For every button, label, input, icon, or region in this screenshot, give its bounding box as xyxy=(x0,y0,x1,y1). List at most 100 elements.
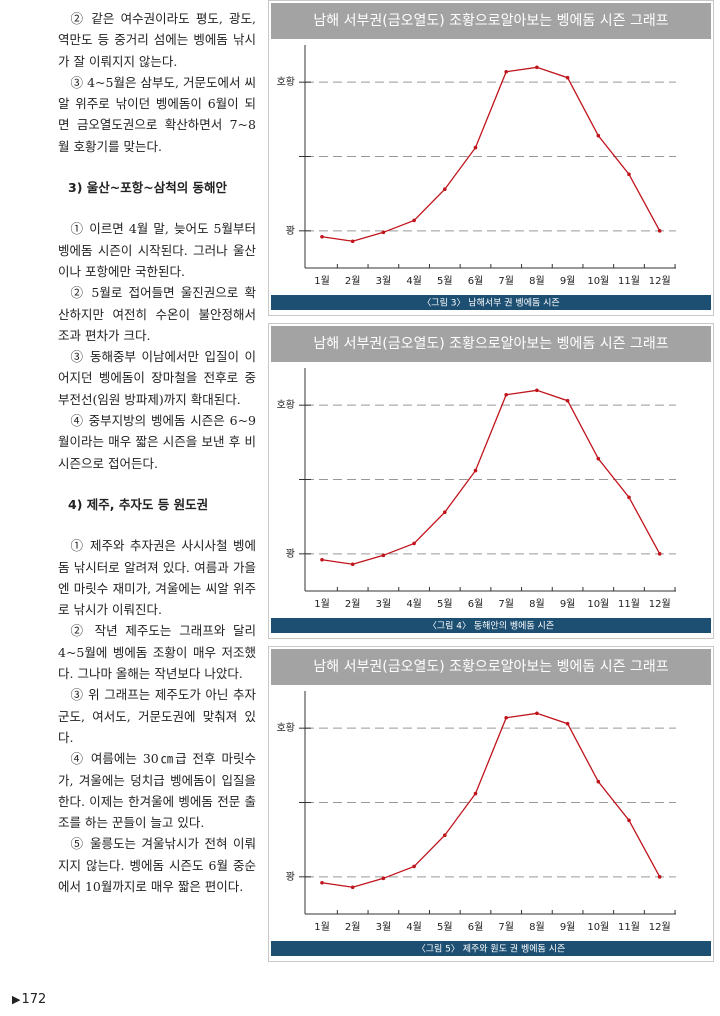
x-tick-label: 2월 xyxy=(345,275,361,287)
title-bar xyxy=(271,649,711,685)
title-bar xyxy=(271,326,711,362)
x-tick-label: 2월 xyxy=(345,598,361,610)
chart-title: 남해 서부권(금오열도) 조황으로알아보는 벵에돔 시즌 그래프 xyxy=(313,13,668,29)
caption-bar xyxy=(271,941,711,956)
data-point xyxy=(535,388,539,393)
x-tick-label: 4월 xyxy=(406,598,422,610)
paragraph: ① 제주와 추자권은 사시사철 벵에돔 낚시터로 알려져 있다. 여름과 가을엔… xyxy=(58,538,256,618)
x-tick-label: 7월 xyxy=(498,921,514,933)
figure-caption: 〈그림 5〉 제주와 원도 권 벵에돔 시즌 xyxy=(417,943,566,955)
data-point xyxy=(627,818,631,823)
data-point xyxy=(535,711,539,716)
x-tick-label: 10월 xyxy=(587,598,609,610)
paragraph: ② 같은 여수권이라도 평도, 광도, 역만도 등 중거리 섬에는 벵에돔 낚시… xyxy=(58,11,256,69)
data-point xyxy=(381,230,386,235)
panel-frame xyxy=(268,646,714,962)
section-heading: 4) 제주, 추자도 등 원도권 xyxy=(68,496,209,512)
x-tick-label: 10월 xyxy=(587,275,609,287)
data-line xyxy=(321,389,661,565)
y-tick-label: 꽝 xyxy=(286,871,295,883)
section-heading: 3) 울산~포항~삼척의 동해안 xyxy=(68,180,228,196)
data-point xyxy=(412,864,416,869)
y-tick-label: 꽝 xyxy=(286,548,295,560)
data-point xyxy=(412,541,416,546)
article: ② 같은 여수권이라도 평도, 광도, 역만도 등 중거리 섬에는 벵에돔 낚시… xyxy=(58,8,256,897)
data-point xyxy=(350,885,355,890)
paragraph: ① 이르면 4월 말, 늦어도 5월부터 벵에돔 시즌이 시작된다. 그러나 울… xyxy=(58,221,256,279)
data-point xyxy=(627,172,631,177)
x-tick-label: 4월 xyxy=(406,921,422,933)
x-tick-label: 6월 xyxy=(468,598,484,610)
paragraph: ③ 위 그래프는 제주도가 아닌 추자군도, 여서도, 거문도권에 맞춰져 있다… xyxy=(58,687,256,745)
x-tick-label: 11월 xyxy=(618,598,640,610)
x-tick-label: 12월 xyxy=(649,598,671,610)
panel-frame xyxy=(268,323,714,639)
data-point xyxy=(565,398,570,403)
panel-frame xyxy=(268,0,714,316)
paragraph: ④ 중부지방의 벵에돔 시즌은 6~9월이라는 매우 짧은 시즌을 보낸 후 비… xyxy=(58,413,256,471)
x-tick-label: 1월 xyxy=(314,598,330,610)
data-point xyxy=(381,876,386,881)
x-tick-label: 5월 xyxy=(437,921,453,933)
x-tick-label: 6월 xyxy=(468,275,484,287)
page-number: 172 xyxy=(12,992,46,1007)
caption-bar xyxy=(271,295,711,310)
data-point xyxy=(535,65,539,70)
paragraph: ② 작년 제주도는 그래프와 달리 4~5월에 벵에돔 조황이 매우 저조했다.… xyxy=(58,623,256,682)
data-point xyxy=(412,218,416,223)
data-line xyxy=(321,712,661,888)
x-tick-label: 3월 xyxy=(376,921,392,933)
chart-title: 남해 서부권(금오열도) 조황으로알아보는 벵에돔 시즌 그래프 xyxy=(313,659,668,675)
data-point xyxy=(657,875,662,879)
x-tick-label: 9월 xyxy=(560,275,576,287)
x-tick-label: 8월 xyxy=(529,275,545,287)
data-line xyxy=(321,66,661,242)
title-bar xyxy=(271,3,711,39)
x-tick-label: 7월 xyxy=(498,275,514,287)
data-point xyxy=(504,392,508,397)
paragraph: ② 5월로 접어들면 울진권으로 확산하지만 여전히 수온이 불안정해서 조과 … xyxy=(58,285,256,343)
data-point xyxy=(473,468,478,473)
data-point xyxy=(627,495,631,500)
paragraph: ⑤ 울릉도는 겨울낚시가 전혀 이뤄지지 않는다. 벵에돔 시즌도 6월 중순에… xyxy=(58,836,256,894)
x-tick-label: 8월 xyxy=(529,921,545,933)
data-point xyxy=(443,187,447,192)
x-tick-label: 7월 xyxy=(498,598,514,610)
data-point xyxy=(596,456,601,461)
figure-caption: 〈그림 4〉 동해안의 벵에돔 시즌 xyxy=(428,620,554,632)
y-tick-label: 호황 xyxy=(277,76,295,88)
data-point xyxy=(596,779,601,784)
data-point xyxy=(473,145,478,150)
x-tick-label: 12월 xyxy=(649,921,671,933)
x-tick-label: 3월 xyxy=(376,275,392,287)
x-tick-label: 2월 xyxy=(345,921,361,933)
data-point xyxy=(504,715,508,720)
y-tick-label: 꽝 xyxy=(286,225,295,237)
caption-bar xyxy=(271,618,711,633)
x-tick-label: 9월 xyxy=(560,598,576,610)
x-tick-label: 12월 xyxy=(649,275,671,287)
x-tick-label: 9월 xyxy=(560,921,576,933)
x-tick-label: 11월 xyxy=(618,275,640,287)
data-point xyxy=(381,553,386,558)
data-point xyxy=(443,833,447,838)
data-point xyxy=(565,75,570,80)
data-point xyxy=(657,229,662,233)
data-point xyxy=(565,721,570,726)
x-tick-label: 5월 xyxy=(437,598,453,610)
x-tick-label: 3월 xyxy=(376,598,392,610)
data-point xyxy=(596,133,601,138)
x-tick-label: 5월 xyxy=(437,275,453,287)
x-tick-label: 6월 xyxy=(468,921,484,933)
paragraph: ③ 동해중부 이남에서만 입질이 이어지던 벵에돔이 장마철을 전후로 중부전선… xyxy=(58,349,256,407)
paragraph: ④ 여름에는 30㎝급 전후 마릿수가, 겨울에는 덩치급 벵에돔이 입질을 한… xyxy=(58,751,256,831)
x-tick-label: 1월 xyxy=(314,275,330,287)
data-point xyxy=(443,510,447,515)
data-point xyxy=(657,552,662,556)
paragraph: ③ 4~5월은 삼부도, 거문도에서 씨알 위주로 낚이던 벵에돔이 6월이 되… xyxy=(58,74,256,154)
data-point xyxy=(350,562,355,567)
